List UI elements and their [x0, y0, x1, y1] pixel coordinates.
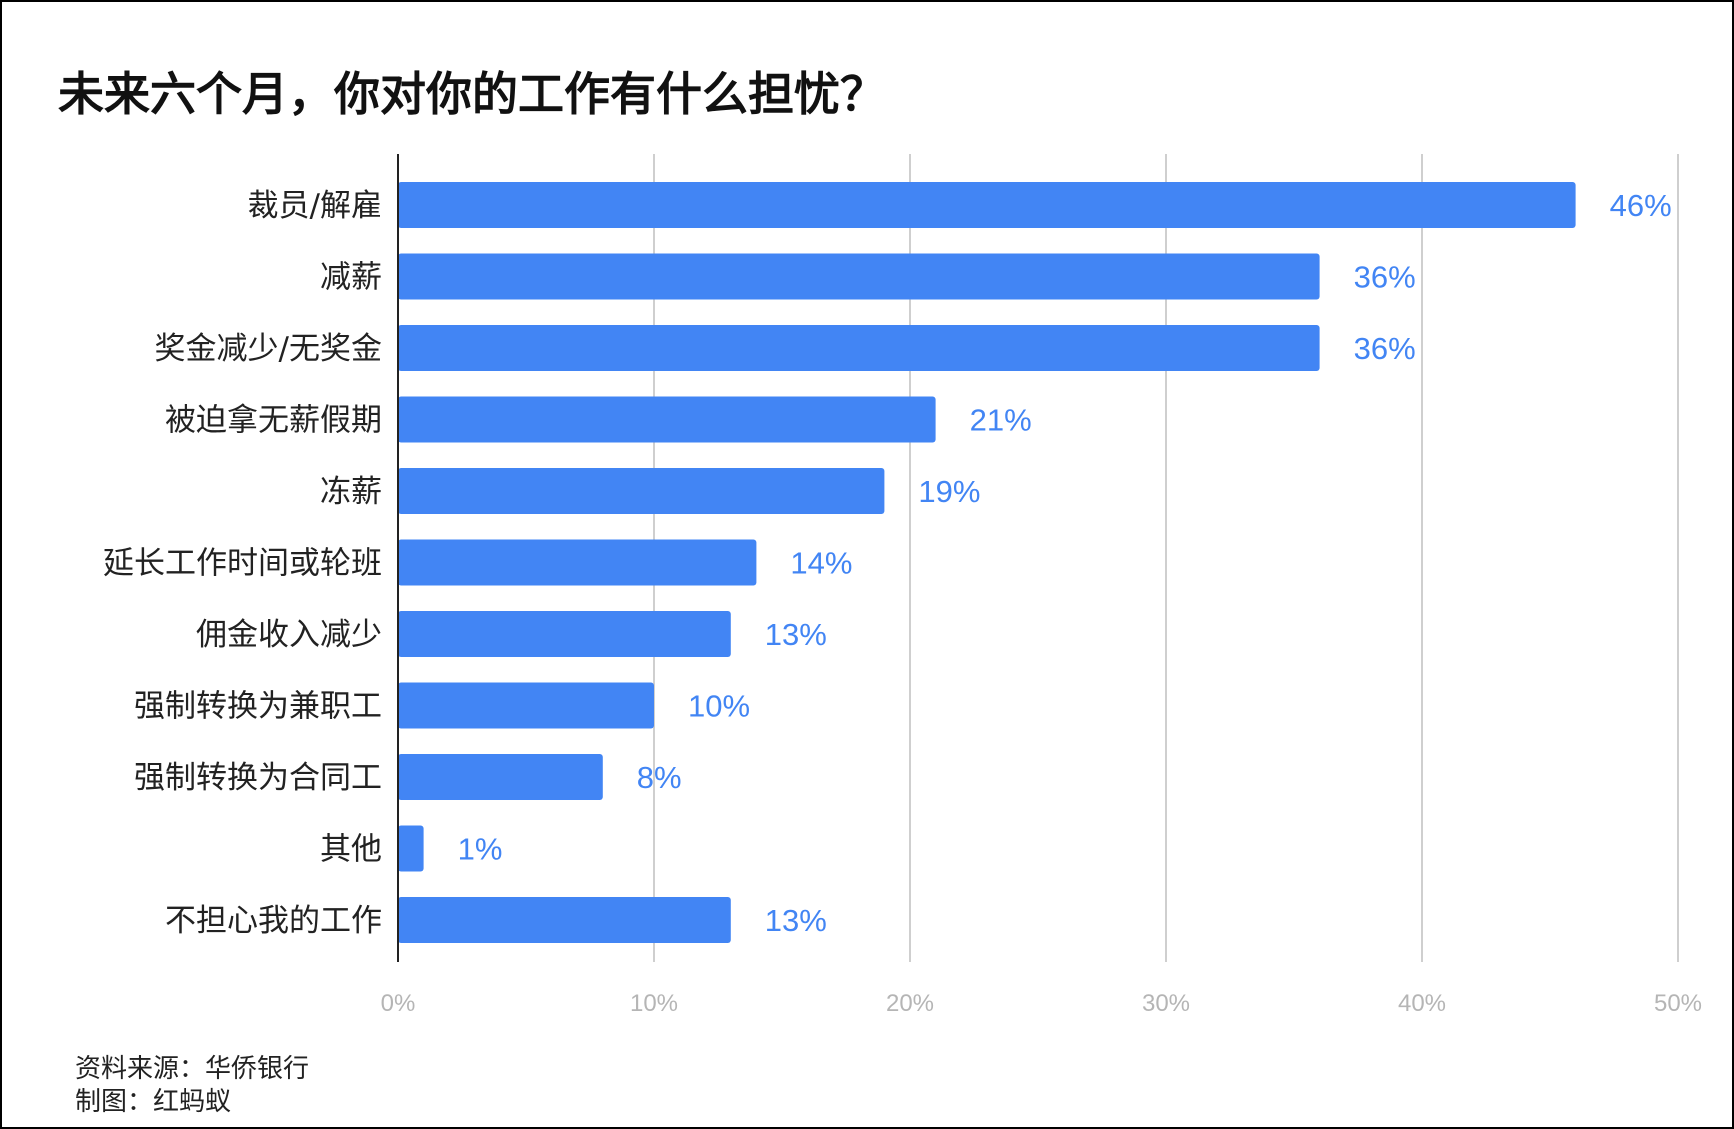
category-label: 佣金收入减少 [196, 617, 382, 653]
category-label: 减薪 [320, 260, 382, 296]
x-tick-label: 30% [1142, 990, 1190, 1017]
bar [398, 539, 757, 586]
x-tick-label: 40% [1398, 990, 1446, 1017]
x-tick-label: 50% [1654, 990, 1702, 1017]
bar [398, 754, 603, 800]
data-label: 19% [918, 474, 980, 509]
category-label: 被迫拿无薪假期 [165, 403, 382, 439]
bar [398, 468, 885, 514]
category-label: 不担心我的工作 [165, 903, 382, 939]
x-tick-label: 0% [381, 990, 416, 1017]
data-label: 13% [765, 617, 827, 652]
category-label: 延长工作时间或轮班 [103, 546, 382, 582]
data-label: 13% [765, 903, 827, 938]
bar [398, 325, 1320, 371]
credit-note: 制图：红蚂蚁 [75, 1087, 232, 1117]
bar [398, 897, 731, 943]
data-label: 21% [970, 403, 1032, 438]
data-label: 36% [1354, 260, 1416, 295]
category-label: 强制转换为兼职工 [134, 689, 382, 725]
x-tick-label: 10% [630, 990, 678, 1017]
category-label: 冻薪 [320, 474, 382, 510]
category-label: 奖金减少/无奖金 [155, 331, 382, 367]
bar [398, 825, 424, 872]
bar [398, 682, 654, 729]
bar [398, 253, 1320, 300]
data-label: 1% [458, 832, 503, 867]
data-label: 14% [790, 546, 852, 581]
x-tick-label: 20% [886, 990, 934, 1017]
category-label: 裁员/解雇 [248, 188, 382, 224]
bar [398, 611, 731, 657]
bar [398, 182, 1576, 228]
data-label: 36% [1354, 331, 1416, 366]
data-label: 10% [688, 689, 750, 724]
data-label: 46% [1610, 188, 1672, 223]
chart-title: 未来六个月，你对你的工作有什么担忧？ [58, 67, 886, 121]
data-label: 8% [637, 760, 682, 795]
source-note: 资料来源：华侨银行 [75, 1054, 310, 1084]
bar [398, 396, 936, 443]
category-label: 其他 [320, 832, 382, 868]
category-label: 强制转换为合同工 [134, 760, 382, 796]
